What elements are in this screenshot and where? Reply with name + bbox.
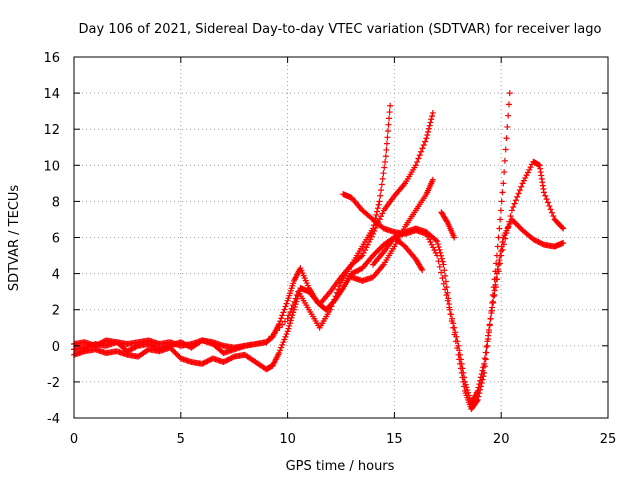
x-tick-label: 5 — [177, 432, 185, 447]
x-tick-label: 20 — [493, 432, 510, 447]
y-tick-label: 4 — [52, 268, 60, 283]
y-axis-label: SDTVAR / TECUs — [7, 185, 22, 292]
series-track-d — [340, 90, 513, 412]
y-tick-label: 2 — [52, 304, 60, 319]
y-tick-label: 8 — [52, 195, 60, 210]
axis-ticks — [73, 56, 609, 419]
data-point-markers — [340, 90, 513, 412]
series-track-e — [348, 176, 436, 284]
tick-labels: 0 5 10 15 20 25 -4 -2 0 2 4 6 8 10 12 14 16 — [43, 51, 616, 447]
y-tick-label: -4 — [47, 412, 60, 427]
grid — [74, 57, 608, 418]
x-tick-label: 25 — [600, 432, 617, 447]
y-tick-label: 0 — [52, 340, 60, 355]
data-point-markers — [370, 234, 426, 273]
series-track-b — [71, 109, 436, 373]
x-tick-label: 0 — [70, 432, 78, 447]
series-track-f — [370, 234, 426, 273]
y-tick-label: 6 — [52, 232, 60, 247]
y-tick-label: 12 — [43, 123, 60, 138]
y-tick-label: -2 — [47, 376, 60, 391]
data-point-markers — [348, 176, 436, 284]
x-tick-label: 15 — [386, 432, 403, 447]
data-point-markers — [71, 109, 436, 373]
x-tick-label: 10 — [279, 432, 296, 447]
data-point-markers — [487, 158, 567, 322]
y-tick-label: 14 — [43, 87, 60, 102]
data-points — [71, 90, 567, 412]
x-axis-label: GPS time / hours — [286, 459, 395, 474]
chart-title: Day 106 of 2021, Sidereal Day-to-day VTE… — [79, 22, 602, 37]
data-point-markers — [438, 209, 458, 241]
data-point-markers — [71, 102, 394, 351]
series-track-g — [438, 209, 458, 241]
y-tick-label: 16 — [43, 51, 60, 66]
y-tick-label: 10 — [43, 159, 60, 174]
series-track-h — [487, 158, 567, 322]
series-track-c — [71, 102, 394, 351]
